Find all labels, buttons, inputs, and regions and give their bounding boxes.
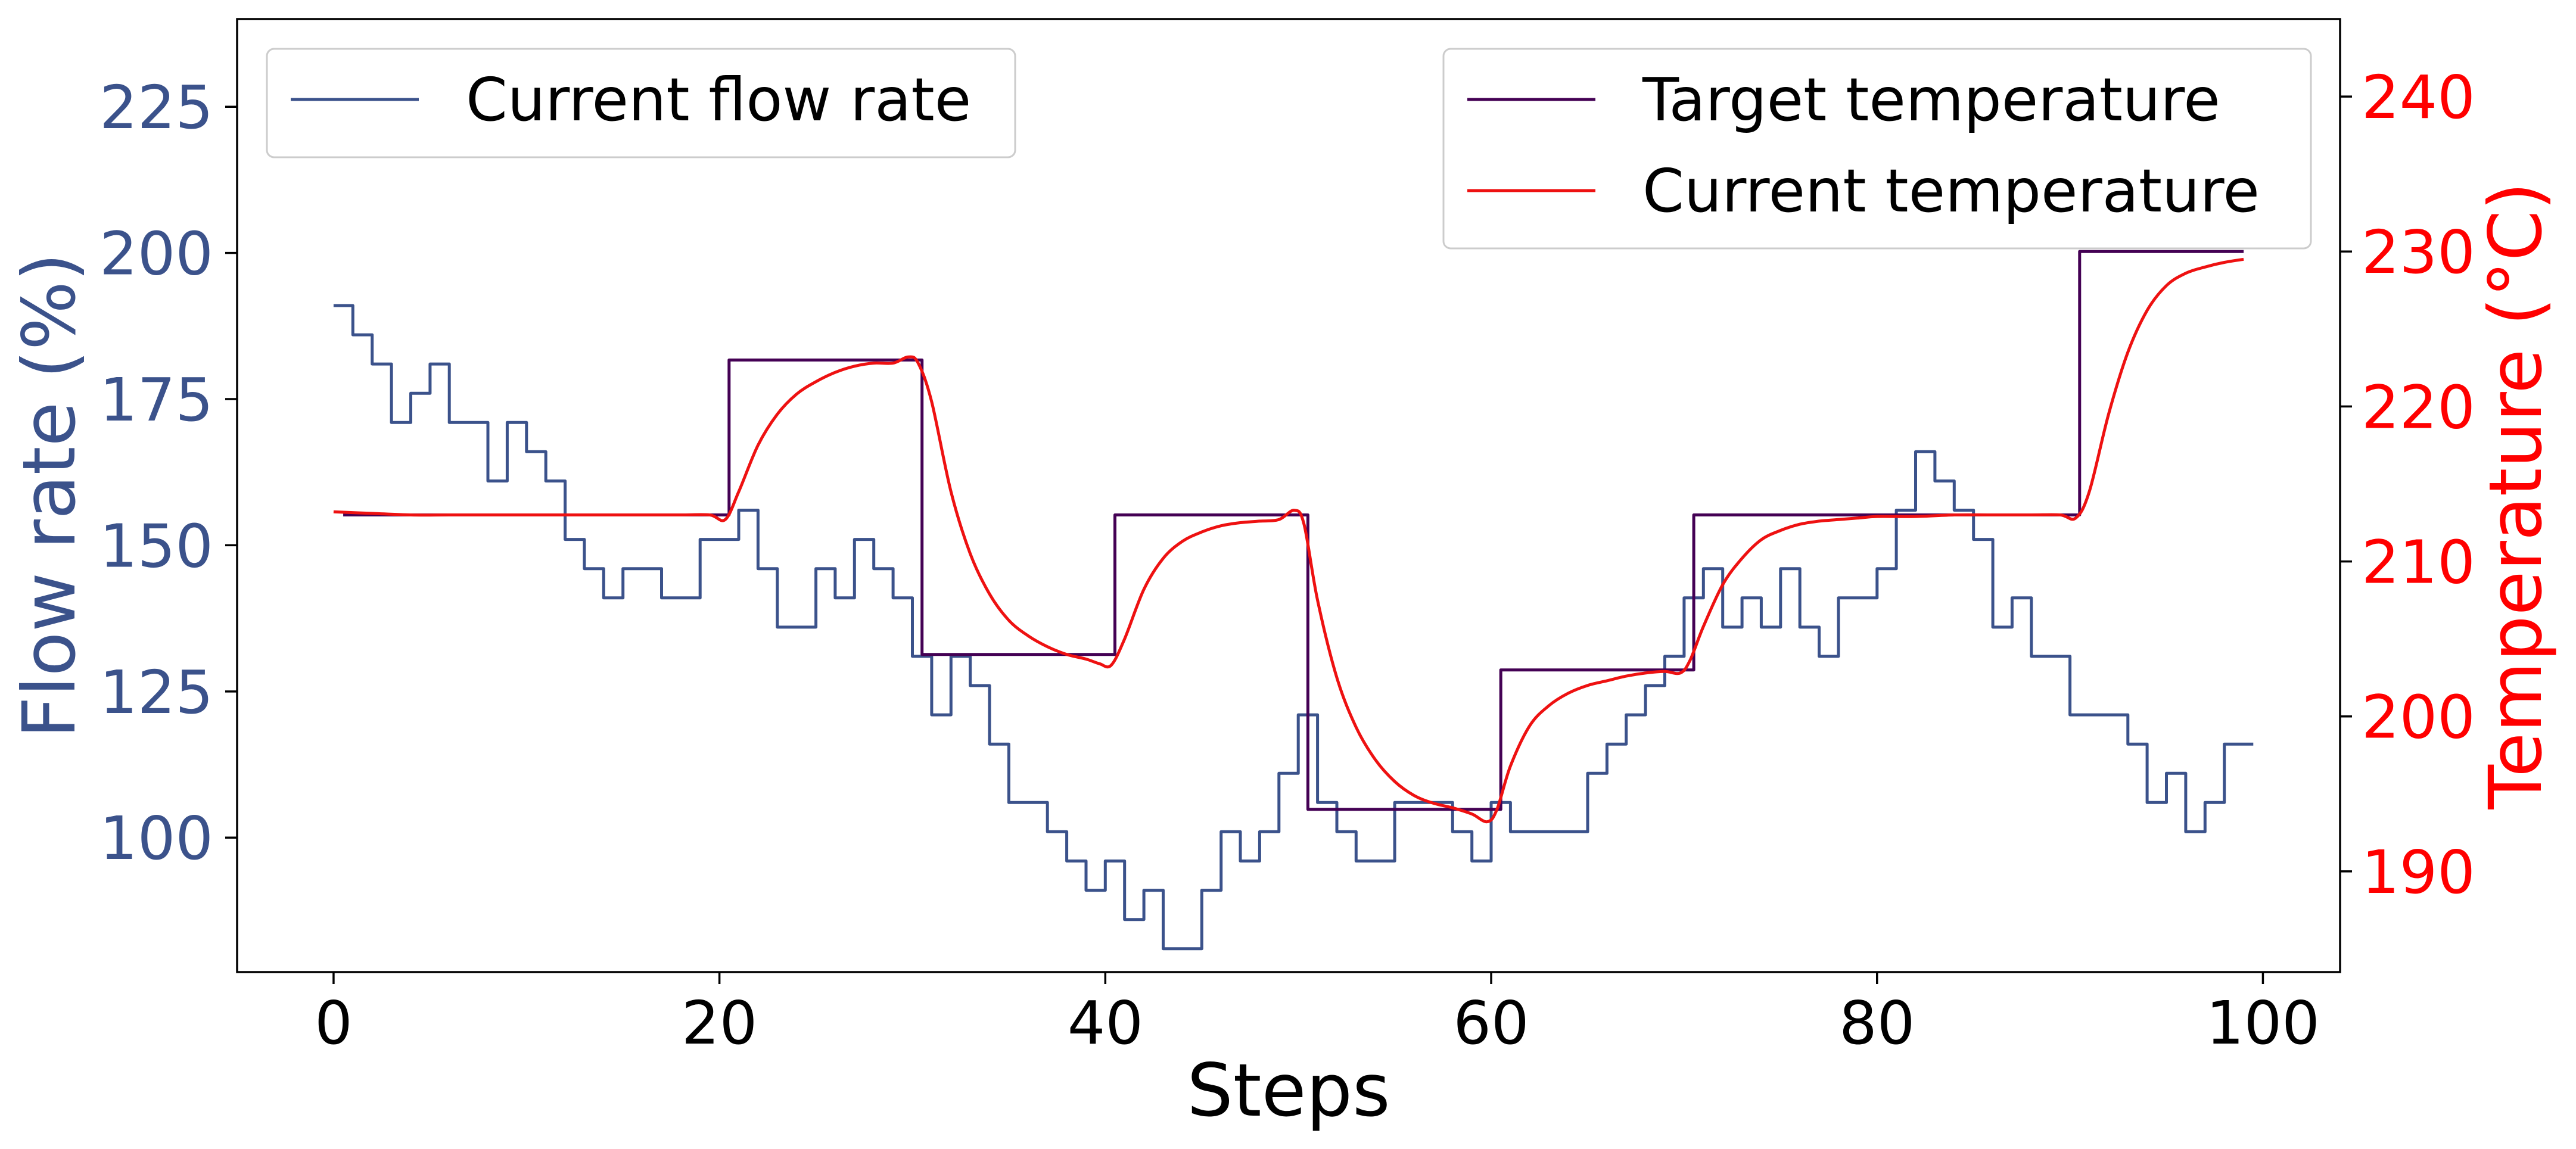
legend-current-temp-label: Current temperature	[1642, 156, 2260, 226]
x-tick-label: 0	[315, 988, 353, 1058]
x-tick-label: 60	[1453, 988, 1529, 1058]
left-y-axis-ticks: 100 125 150 175 200 225	[99, 73, 237, 873]
legend-right: Target temperature Current temperature	[1442, 48, 2312, 250]
x-tick-label: 80	[1839, 988, 1915, 1058]
current-temperature-line	[333, 257, 2244, 824]
x-tick-label: 20	[682, 988, 757, 1058]
legend-right-box	[1442, 48, 2312, 250]
legend-flow-label: Current flow rate	[466, 65, 971, 135]
x-axis-title: Steps	[1187, 1048, 1390, 1133]
plot-frame	[236, 18, 2341, 973]
right-y-tick-label: 210	[2362, 528, 2475, 597]
right-y-axis-title: Temperature (°C)	[2474, 182, 2558, 810]
left-y-tick-label: 125	[99, 658, 213, 727]
x-tick-label: 100	[2206, 988, 2320, 1058]
flow-rate-line	[333, 304, 2254, 951]
right-y-tick-label: 240	[2362, 63, 2475, 132]
right-y-tick-label: 220	[2362, 372, 2475, 442]
legend-left: Current flow rate	[266, 48, 1016, 158]
x-tick-label: 40	[1068, 988, 1143, 1058]
left-y-tick-label: 100	[99, 804, 213, 873]
right-y-tick-label: 200	[2362, 683, 2475, 752]
target-temperature-line	[343, 250, 2244, 811]
left-y-tick-label: 150	[99, 511, 213, 581]
legend-target-label: Target temperature	[1642, 65, 2220, 135]
left-y-tick-label: 225	[99, 73, 213, 142]
right-y-tick-label: 230	[2362, 217, 2475, 287]
x-axis-ticks: 0 20 40 60 80 100	[315, 972, 2320, 1058]
right-y-tick-label: 190	[2362, 837, 2475, 907]
right-y-axis-ticks: 190 200 210 220 230 240	[2340, 63, 2475, 907]
left-y-axis-title: Flow rate (%)	[7, 253, 92, 739]
left-y-tick-label: 200	[99, 219, 213, 289]
series-layer	[333, 250, 2254, 951]
left-y-tick-label: 175	[99, 365, 213, 435]
legend-left-box	[266, 48, 1016, 158]
